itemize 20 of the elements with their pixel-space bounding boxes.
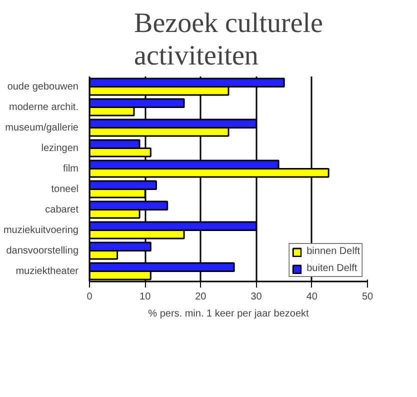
x-tick-label: 50 bbox=[362, 292, 374, 302]
y-tick-label: oude gebouwen bbox=[7, 81, 79, 92]
x-tick-label: 10 bbox=[140, 292, 152, 302]
x-tick-label: 0 bbox=[86, 292, 93, 302]
chart-title: Bezoek culturele activiteiten bbox=[134, 8, 323, 72]
legend-label: binnen Delft bbox=[306, 246, 360, 257]
y-tick-label: museum/gallerie bbox=[5, 122, 79, 134]
y-tick-label: lezingen bbox=[41, 142, 79, 154]
x-tick-label: 30 bbox=[250, 292, 262, 302]
y-tick-label: moderne archit. bbox=[9, 102, 79, 113]
x-tick-label: 40 bbox=[306, 292, 318, 302]
x-tick-label: 20 bbox=[195, 292, 207, 302]
y-tick-label: dansvoorstelling bbox=[6, 245, 78, 256]
y-tick-label: cabaret bbox=[45, 204, 79, 216]
y-tick-label: film bbox=[62, 163, 79, 174]
legend-label: buiten Delft bbox=[306, 263, 358, 274]
y-tick-label: muziektheater bbox=[16, 266, 80, 277]
y-tick-label: toneel bbox=[51, 184, 79, 195]
x-axis-title: % pers. min. 1 keer per jaar bezoekt bbox=[148, 308, 310, 320]
y-tick-label: muziekuitvoering bbox=[3, 224, 79, 236]
